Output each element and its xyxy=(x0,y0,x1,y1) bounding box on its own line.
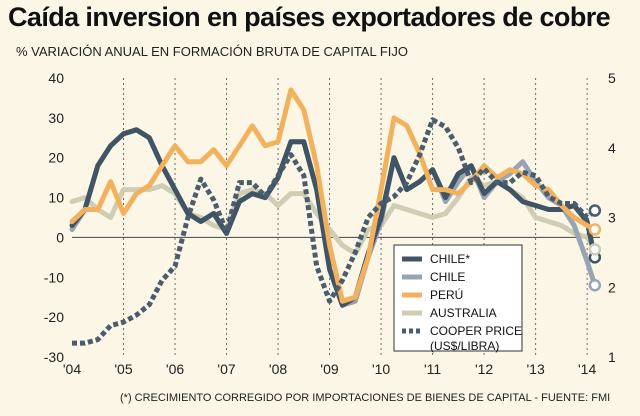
x-tick-label: '10 xyxy=(372,361,390,377)
y-left-tick-label: -20 xyxy=(44,309,64,325)
legend-label: COOPER PRICE xyxy=(430,324,522,338)
chart-footnote: (*) CRECIMIENTO CORREGIDO POR IMPORTACIO… xyxy=(120,392,611,404)
y-left-tick-label: 20 xyxy=(48,150,64,166)
end-marker xyxy=(588,279,602,292)
x-tick-label: '13 xyxy=(526,361,544,377)
y-right-tick-label: 4 xyxy=(608,140,616,156)
legend-box xyxy=(393,244,523,352)
series-line-australia xyxy=(69,175,598,256)
y-right-tick-label: 1 xyxy=(608,349,616,365)
x-tick-label: '09 xyxy=(320,361,338,377)
chart-title: Caída inversion en países exportadores d… xyxy=(8,2,611,32)
legend-label: (US$/LIBRA) xyxy=(430,339,499,353)
end-marker xyxy=(588,204,602,217)
end-markers xyxy=(588,204,602,292)
legend-label: CHILE* xyxy=(430,252,470,266)
x-tick-label: '07 xyxy=(217,361,235,377)
legend-label: PERÚ xyxy=(430,287,463,302)
y-left-tick-label: 30 xyxy=(48,110,64,126)
axes: '04'05'06'07'08'09'10'11'12'13'144030201… xyxy=(44,70,616,377)
x-tick-label: '11 xyxy=(424,361,441,377)
legend: CHILE* CHILE PERÚ AUSTRALIA COOPER PRICE(US$… xyxy=(393,244,523,353)
series-line-cooper-price-us-libra xyxy=(72,117,597,346)
y-right-tick-label: 5 xyxy=(608,70,616,86)
legend-label: CHILE xyxy=(430,270,465,284)
end-marker xyxy=(588,243,602,256)
end-marker xyxy=(588,223,602,236)
y-left-tick-label: 10 xyxy=(48,190,64,206)
legend-label: AUSTRALIA xyxy=(430,306,497,320)
chart-subtitle: % VARIACIÓN ANUAL EN FORMACIÓN BRUTA DE … xyxy=(16,44,408,59)
y-left-tick-label: 40 xyxy=(48,70,64,86)
y-left-tick-label: -30 xyxy=(44,349,64,365)
x-tick-label: '05 xyxy=(114,361,132,377)
x-tick-label: '04 xyxy=(63,361,81,377)
x-tick-label: '08 xyxy=(269,361,287,377)
x-tick-label: '06 xyxy=(166,361,184,377)
y-left-tick-label: 0 xyxy=(56,229,64,245)
series-line-per xyxy=(69,87,598,304)
series-lines xyxy=(69,87,598,346)
x-tick-label: '12 xyxy=(475,361,493,377)
y-right-tick-label: 2 xyxy=(608,279,616,295)
x-tick-label: '14 xyxy=(578,361,596,377)
y-left-tick-label: -10 xyxy=(44,269,64,285)
y-right-tick-label: 3 xyxy=(608,210,616,226)
